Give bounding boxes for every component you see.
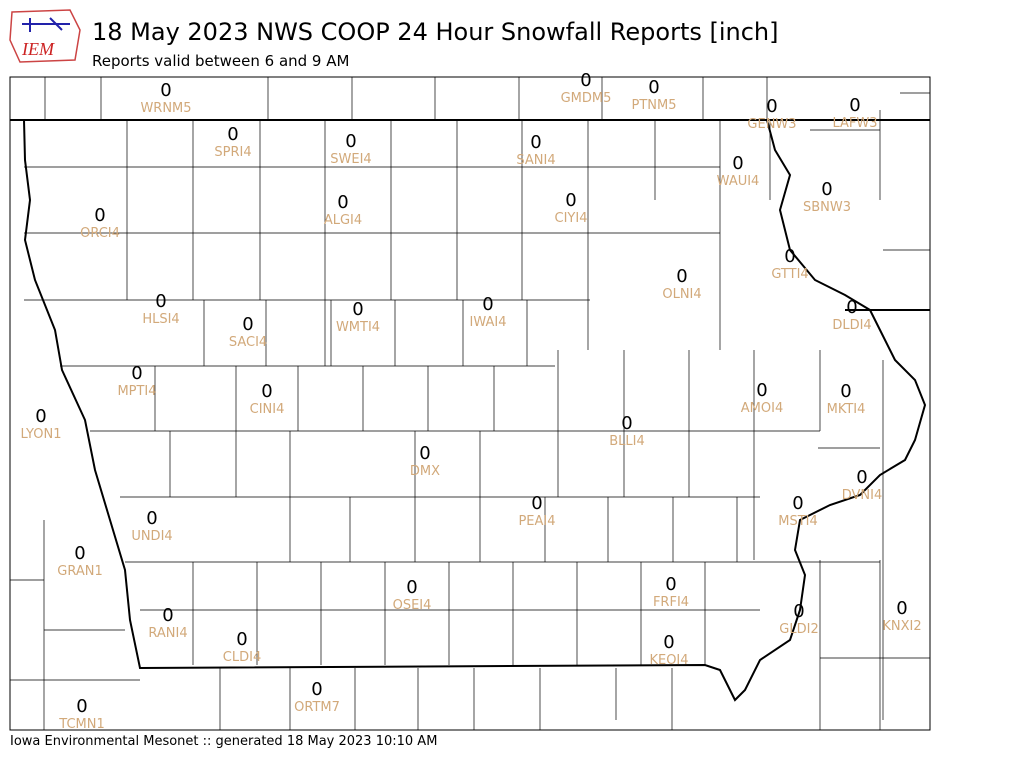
station-value: 0: [756, 380, 767, 401]
station-id: WRNM5: [140, 101, 191, 116]
station-id: IWAI4: [470, 315, 507, 330]
station-id: SPRI4: [214, 145, 251, 160]
station-id: GENW3: [747, 117, 796, 132]
station-id: DVNI4: [842, 488, 883, 503]
station-value: 0: [94, 205, 105, 226]
station-id: CLDI4: [223, 650, 261, 665]
station-value: 0: [846, 297, 857, 318]
station-id: RANI4: [148, 626, 187, 641]
station-id: UNDI4: [131, 529, 172, 544]
station-id: GLDI2: [779, 622, 818, 637]
station-id: HLSI4: [142, 312, 179, 327]
iowa-border: [22, 119, 927, 702]
station-value: 0: [236, 629, 247, 650]
station-id: DLDI4: [832, 318, 871, 333]
station-value: 0: [821, 179, 832, 200]
station-value: 0: [419, 443, 430, 464]
station-value: 0: [162, 605, 173, 626]
station-value: 0: [840, 381, 851, 402]
station-id: BLLI4: [609, 434, 645, 449]
station-id: CIYI4: [555, 211, 588, 226]
station-value: 0: [766, 96, 777, 117]
station-id: SWEI4: [330, 152, 371, 167]
state-line: [10, 119, 930, 311]
station-value: 0: [227, 124, 238, 145]
station-value: 0: [732, 153, 743, 174]
station-id: LAFW3: [832, 116, 877, 131]
station-id: WAUI4: [717, 174, 760, 189]
station-id: OLNI4: [662, 287, 701, 302]
station-id: GTTI4: [771, 267, 808, 282]
map: [9, 76, 931, 731]
station-id: CINI4: [250, 402, 285, 417]
station-value: 0: [896, 598, 907, 619]
station-id: MSTI4: [778, 514, 818, 529]
station-value: 0: [792, 493, 803, 514]
station-id: AMOI4: [741, 401, 783, 416]
station-id: TCMN1: [58, 717, 104, 732]
station-id: GMDM5: [561, 91, 612, 106]
station-value: 0: [621, 413, 632, 434]
station-value: 0: [242, 314, 253, 335]
station-id: SBNW3: [803, 200, 851, 215]
station-value: 0: [648, 77, 659, 98]
logo: IEM: [9, 9, 81, 63]
station-id: SACI4: [229, 335, 267, 350]
station-value: 0: [676, 266, 687, 287]
station-id: ORTM7: [294, 700, 340, 715]
station-value: 0: [337, 192, 348, 213]
station-value: 0: [856, 467, 867, 488]
station-id: LYON1: [21, 427, 62, 442]
station-id: MKTI4: [827, 402, 866, 417]
station-value: 0: [531, 493, 542, 514]
station-id: KEOI4: [649, 653, 688, 668]
station-value: 0: [665, 574, 676, 595]
station-value: 0: [146, 508, 157, 529]
title: 18 May 2023 NWS COOP 24 Hour Snowfall Re…: [92, 18, 779, 46]
station-value: 0: [784, 246, 795, 267]
station-value: 0: [345, 131, 356, 152]
station-id: WMTI4: [336, 320, 380, 335]
station-value: 0: [76, 696, 87, 717]
station-value: 0: [530, 132, 541, 153]
station-value: 0: [131, 363, 142, 384]
station-id: PEAI4: [518, 514, 555, 529]
footer: Iowa Environmental Mesonet :: generated …: [10, 734, 437, 749]
station-value: 0: [155, 291, 166, 312]
station-id: DMX: [410, 464, 440, 479]
county-lines: [10, 77, 930, 730]
logo-text: IEM: [21, 39, 55, 59]
subtitle: Reports valid between 6 and 9 AM: [92, 52, 349, 70]
station-value: 0: [74, 543, 85, 564]
station-value: 0: [160, 80, 171, 101]
station-id: ORCI4: [80, 226, 120, 241]
station-id: SANI4: [516, 153, 555, 168]
station-id: MPTI4: [117, 384, 156, 399]
station-value: 0: [580, 70, 591, 91]
station-value: 0: [849, 95, 860, 116]
station-value: 0: [261, 381, 272, 402]
station-value: 0: [793, 601, 804, 622]
station-value: 0: [406, 577, 417, 598]
station-id: PTNM5: [632, 98, 677, 113]
station-value: 0: [663, 632, 674, 653]
station-value: 0: [35, 406, 46, 427]
station-id: GRAN1: [57, 564, 102, 579]
station-id: ALGI4: [324, 213, 362, 228]
station-value: 0: [565, 190, 576, 211]
station-value: 0: [352, 299, 363, 320]
station-value: 0: [482, 294, 493, 315]
station-id: KNXI2: [882, 619, 921, 634]
station-value: 0: [311, 679, 322, 700]
station-id: FRFI4: [653, 595, 689, 610]
station-id: OSEI4: [393, 598, 432, 613]
